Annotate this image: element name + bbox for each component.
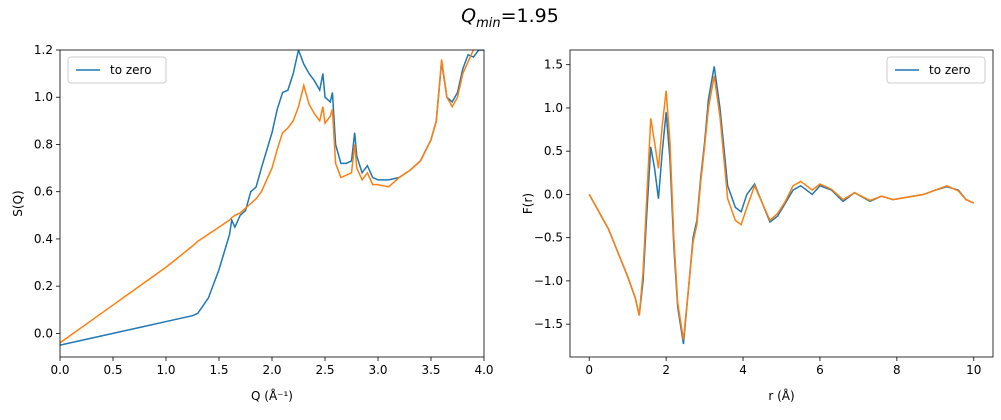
- axes-frame: [59, 49, 485, 358]
- title-subscript: min: [476, 16, 501, 31]
- y-tick-label: 0.2: [34, 279, 53, 293]
- y-tick-label: 0.0: [34, 326, 53, 340]
- y-tick-label: −0.5: [534, 231, 563, 245]
- legend-label: to zero: [929, 63, 971, 77]
- y-tick-label: 0.8: [34, 137, 53, 151]
- x-tick-label: 8: [893, 363, 901, 377]
- x-tick-label: 3.5: [421, 363, 440, 377]
- y-axis-label: F(r): [521, 193, 535, 214]
- x-tick-label: 1.0: [156, 363, 175, 377]
- x-tick-label: 4: [739, 363, 747, 377]
- y-tick-label: 0.4: [34, 232, 53, 246]
- y-tick-label: 0.0: [544, 187, 563, 201]
- x-tick-label: 4.0: [474, 363, 493, 377]
- legend-box: [886, 56, 986, 84]
- x-axis-label: r (Å): [768, 388, 794, 403]
- title-main: Q: [461, 5, 476, 27]
- figure-title: Qmin=1.95: [461, 5, 559, 31]
- legend-box: [67, 56, 167, 84]
- x-tick-label: 1.5: [209, 363, 228, 377]
- plot-area: [60, 50, 484, 346]
- x-tick-label: 6: [816, 363, 824, 377]
- x-tick-label: 0.0: [50, 363, 69, 377]
- axes-frame: [569, 49, 994, 358]
- series-line: [588, 75, 975, 340]
- x-axis-label: Q (Å⁻¹): [251, 388, 293, 403]
- plot-area: [588, 66, 975, 345]
- y-tick-label: 1.0: [34, 90, 53, 104]
- y-tick-label: −1.5: [534, 317, 563, 331]
- y-tick-label: 1.0: [544, 101, 563, 115]
- y-axis-label: S(Q): [11, 190, 25, 216]
- x-tick-label: 2.0: [262, 363, 281, 377]
- y-tick-label: 1.2: [34, 43, 53, 57]
- y-tick-label: −1.0: [534, 274, 563, 288]
- x-tick-label: 3.0: [368, 363, 387, 377]
- x-tick-label: 2: [662, 363, 670, 377]
- series-line: [60, 50, 484, 346]
- x-tick-label: 10: [966, 363, 981, 377]
- x-tick-label: 0.5: [103, 363, 122, 377]
- y-tick-label: 1.5: [544, 58, 563, 72]
- title-rest: =1.95: [501, 5, 559, 27]
- y-tick-label: 0.5: [544, 144, 563, 158]
- y-tick-label: 0.6: [34, 185, 53, 199]
- x-tick-label: 2.5: [315, 363, 334, 377]
- series-line: [60, 50, 475, 344]
- legend-label: to zero: [110, 63, 152, 77]
- x-tick-label: 0: [585, 363, 593, 377]
